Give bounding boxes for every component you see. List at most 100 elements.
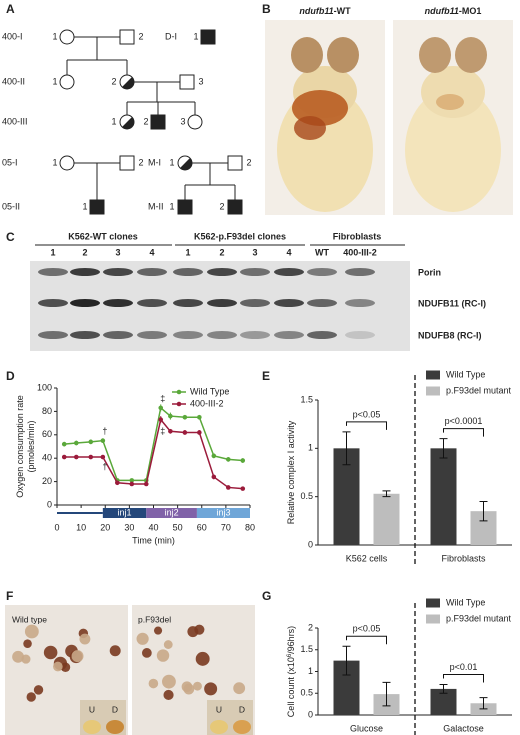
point xyxy=(129,481,135,487)
lane-label: 2 xyxy=(219,247,224,257)
significance-bracket xyxy=(346,421,387,430)
lane-label: 3 xyxy=(115,247,120,257)
lane-label: 400-III-2 xyxy=(343,247,377,257)
band xyxy=(173,299,203,307)
lane-label: 3 xyxy=(252,247,257,257)
band xyxy=(137,268,167,276)
generation-label: 05-I xyxy=(2,157,18,167)
individual-label: 2 xyxy=(143,116,148,126)
point xyxy=(88,439,94,445)
eye xyxy=(327,37,359,73)
cell xyxy=(233,682,246,695)
legend-label: Wild Type xyxy=(446,369,485,379)
cell xyxy=(33,685,44,695)
injection xyxy=(196,508,250,518)
individual xyxy=(200,29,216,45)
injection xyxy=(102,508,147,518)
band xyxy=(103,331,133,339)
y-axis-label: Cell count (x106/96hrs) xyxy=(286,626,296,717)
individual-label: 2 xyxy=(219,201,224,211)
y-tick-label: 80 xyxy=(42,406,52,416)
lane-label: 1 xyxy=(50,247,55,257)
suffix: -MO1 xyxy=(459,6,482,16)
point xyxy=(225,457,231,462)
y-label-part: Oxygen consumption rate xyxy=(15,395,25,498)
inset-label: U xyxy=(216,704,222,714)
legend-label: 400-III-2 xyxy=(190,398,224,408)
individual xyxy=(227,199,243,215)
legend-marker xyxy=(176,389,182,395)
eye xyxy=(455,37,487,73)
band xyxy=(137,299,167,307)
larva-image xyxy=(393,20,513,215)
point xyxy=(115,480,120,486)
individual xyxy=(119,29,135,45)
x-tick-label: 70 xyxy=(221,522,231,532)
point xyxy=(182,414,188,420)
band xyxy=(38,331,68,339)
point xyxy=(143,481,149,487)
individual xyxy=(150,114,166,130)
individual xyxy=(119,155,135,171)
family-label: M-II xyxy=(148,201,164,211)
individual-label: 1 xyxy=(193,31,198,41)
band xyxy=(207,299,237,307)
individual-label: 1 xyxy=(82,201,87,211)
generation-label: 400-II xyxy=(2,76,25,86)
individual-label: 3 xyxy=(198,76,203,86)
lane-label: 2 xyxy=(82,247,87,257)
band xyxy=(307,299,337,307)
band xyxy=(173,268,203,276)
series-line xyxy=(64,417,243,490)
error-bar xyxy=(382,681,391,707)
significance-bracket xyxy=(346,635,387,645)
band xyxy=(274,299,304,307)
legend-label: p.F93del mutant xyxy=(446,385,512,395)
cell xyxy=(26,692,36,702)
point xyxy=(74,440,79,446)
point xyxy=(197,414,202,420)
x-tick-label: 50 xyxy=(173,522,183,532)
injection-label: inj2 xyxy=(165,507,179,517)
bar xyxy=(430,448,457,545)
cell xyxy=(53,661,63,672)
band xyxy=(173,331,203,339)
individual xyxy=(187,114,203,130)
head xyxy=(421,66,485,118)
suffix: -WT xyxy=(334,6,351,16)
cell xyxy=(148,678,159,689)
error-bar xyxy=(479,501,488,522)
y-label-part: Cell count (x10 xyxy=(286,657,296,717)
injection-label: inj3 xyxy=(216,507,230,517)
cell xyxy=(12,650,25,663)
injection-label: inj1 xyxy=(118,507,132,517)
y-tick-label: 0.5 xyxy=(300,688,313,698)
individual xyxy=(179,74,195,90)
band xyxy=(207,331,237,339)
individual xyxy=(89,199,105,215)
panel-label: E xyxy=(262,369,270,383)
gene: ndufb11 xyxy=(425,6,459,16)
band xyxy=(274,331,304,339)
band xyxy=(345,268,375,276)
inset-label: U xyxy=(89,704,95,714)
y-tick-label: 1 xyxy=(308,666,313,676)
point xyxy=(240,458,246,463)
individual-label: 1 xyxy=(52,31,57,41)
cell xyxy=(109,645,121,657)
affected-half xyxy=(122,77,134,89)
cell xyxy=(163,640,173,649)
legend-label: p.F93del mutant xyxy=(446,613,512,623)
group-label: K562-p.F93del clones xyxy=(194,231,286,241)
point xyxy=(211,453,217,459)
band xyxy=(38,268,68,276)
point xyxy=(158,417,164,422)
y-label-part: (pmoles/min) xyxy=(26,420,36,472)
error-bar xyxy=(439,438,448,459)
point xyxy=(168,413,173,419)
band xyxy=(70,331,100,339)
point xyxy=(168,428,173,434)
cell xyxy=(204,682,218,696)
p-value: p<0.0001 xyxy=(445,416,483,426)
band-label: Porin xyxy=(418,267,441,277)
